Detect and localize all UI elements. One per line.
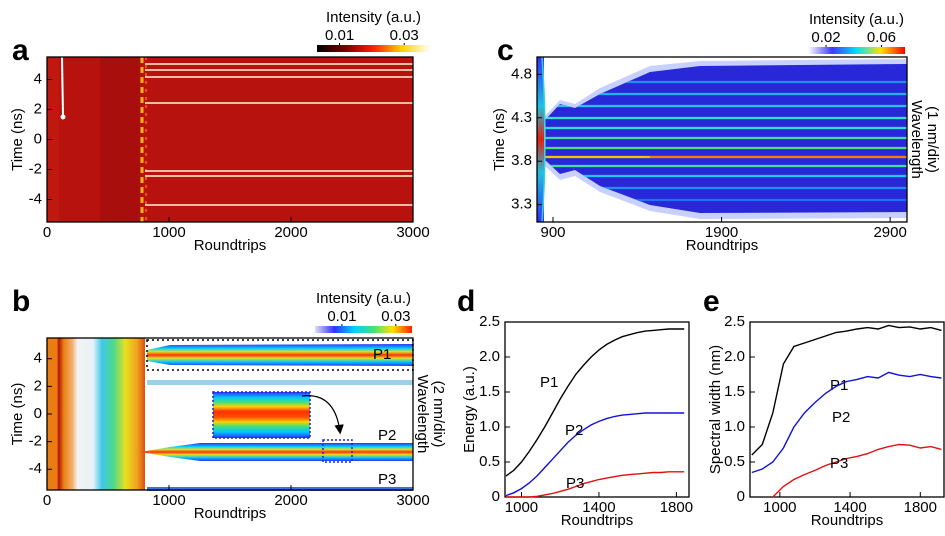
x-axis-label: Roundtrips [194, 237, 267, 254]
x-axis-label: Roundtrips [686, 237, 759, 254]
x-tick-label: 2000 [274, 224, 307, 241]
series-line [751, 324, 942, 456]
plot-frame [749, 321, 945, 498]
x-axis-label: Roundtrips [811, 512, 884, 529]
y-tick-label: 0.5 [479, 453, 500, 470]
series-label: P2 [565, 422, 583, 439]
y-axis-label: Time (ns) [9, 108, 26, 171]
heatmap-c [537, 56, 907, 223]
y-tick-label: 3.8 [511, 152, 532, 169]
plot-frame [504, 321, 690, 498]
x-tick-label: 1000 [505, 499, 538, 516]
series-line [505, 412, 685, 497]
series-line [751, 371, 942, 474]
y-tick-label: 2.0 [479, 348, 500, 365]
panel-letter: b [12, 285, 30, 318]
y-tick-label: 0.5 [724, 453, 745, 470]
y-tick-label: 0 [737, 488, 745, 505]
x-tick-label: 0 [43, 224, 51, 241]
y-tick-label: 4 [34, 350, 42, 367]
x-axis-label: Roundtrips [561, 512, 634, 529]
series-label: P2 [832, 409, 850, 426]
x-tick-label: 2900 [873, 224, 906, 241]
x-tick-label: 1900 [705, 224, 738, 241]
x-tick-label: 1400 [833, 499, 866, 516]
x-tick-label: 2000 [274, 492, 307, 509]
y-tick-label: 4.8 [511, 65, 532, 82]
x-tick-label: 3000 [396, 224, 429, 241]
colorbar-tick-label: 0.06 [867, 29, 896, 46]
y-tick-label: 4 [34, 70, 42, 87]
annotation: P3 [378, 471, 396, 488]
heatmap-b [47, 338, 414, 491]
colorbar-label: Intensity (a.u.) [809, 11, 904, 28]
colorbar-label: Intensity (a.u.) [316, 290, 411, 307]
colorbar [315, 326, 412, 333]
y-axis-label: Energy (a.u.) [461, 366, 478, 453]
panel-letter: d [457, 285, 475, 318]
x-tick-label: 1800 [660, 499, 693, 516]
y-tick-label: 3.3 [511, 196, 532, 213]
y-tick-label: 1.5 [479, 383, 500, 400]
panel-letter: e [703, 285, 720, 318]
series-line [505, 328, 685, 477]
y-tick-label: -4 [29, 190, 42, 207]
series-label: P3 [566, 475, 584, 492]
x-axis-label: Roundtrips [194, 505, 267, 522]
y-tick-label: 1.0 [479, 418, 500, 435]
series-label: P1 [540, 374, 558, 391]
y-tick-label: -2 [29, 433, 42, 450]
y-tick-label: 2 [34, 100, 42, 117]
series-line [772, 443, 942, 498]
x-tick-label: 1000 [152, 224, 185, 241]
y-tick-label: -4 [29, 460, 42, 477]
series-label: P3 [830, 455, 848, 472]
colorbar-tick-label: 0.01 [327, 308, 356, 325]
panel-letter: a [12, 34, 29, 67]
x-tick-label: 1400 [582, 499, 615, 516]
right-axis-label: Wavelength [414, 375, 431, 454]
right-axis-label: (1 nm/div) [924, 106, 941, 173]
annotation: P2 [378, 427, 396, 444]
y-axis-label: Time (ns) [9, 383, 26, 446]
annotation: P1 [373, 346, 391, 363]
y-tick-label: 0 [34, 405, 42, 422]
heatmap-a [47, 56, 413, 222]
y-tick-label: 1.0 [724, 418, 745, 435]
y-tick-label: 2.5 [479, 313, 500, 330]
right-axis-label: (2 nm/div) [430, 381, 447, 448]
colorbar [317, 45, 430, 52]
colorbar [808, 47, 905, 54]
colorbar-tick-label: 0.03 [390, 27, 419, 44]
y-axis-label: Time (ns) [491, 108, 508, 171]
colorbar-tick-label: 0.03 [381, 308, 410, 325]
colorbar-tick-label: 0.01 [325, 27, 354, 44]
panel-letter: c [497, 34, 514, 67]
colorbar-label: Intensity (a.u.) [326, 9, 421, 26]
y-tick-label: 0 [492, 488, 500, 505]
x-tick-label: 1800 [904, 499, 937, 516]
y-tick-label: 2.0 [724, 348, 745, 365]
y-tick-label: 1.5 [724, 383, 745, 400]
y-tick-label: 2.5 [724, 313, 745, 330]
y-tick-label: -2 [29, 160, 42, 177]
y-tick-label: 2 [34, 377, 42, 394]
x-tick-label: 1000 [152, 492, 185, 509]
y-tick-label: 4.3 [511, 109, 532, 126]
x-tick-label: 0 [43, 492, 51, 509]
x-tick-label: 3000 [396, 492, 429, 509]
colorbar-tick-label: 0.02 [811, 29, 840, 46]
x-tick-label: 900 [540, 224, 565, 241]
y-axis-label: Spectral width (nm) [707, 345, 724, 474]
x-tick-label: 1000 [763, 499, 796, 516]
series-line [506, 471, 685, 498]
y-tick-label: 0 [34, 130, 42, 147]
right-axis-label: Wavelength [908, 100, 925, 179]
